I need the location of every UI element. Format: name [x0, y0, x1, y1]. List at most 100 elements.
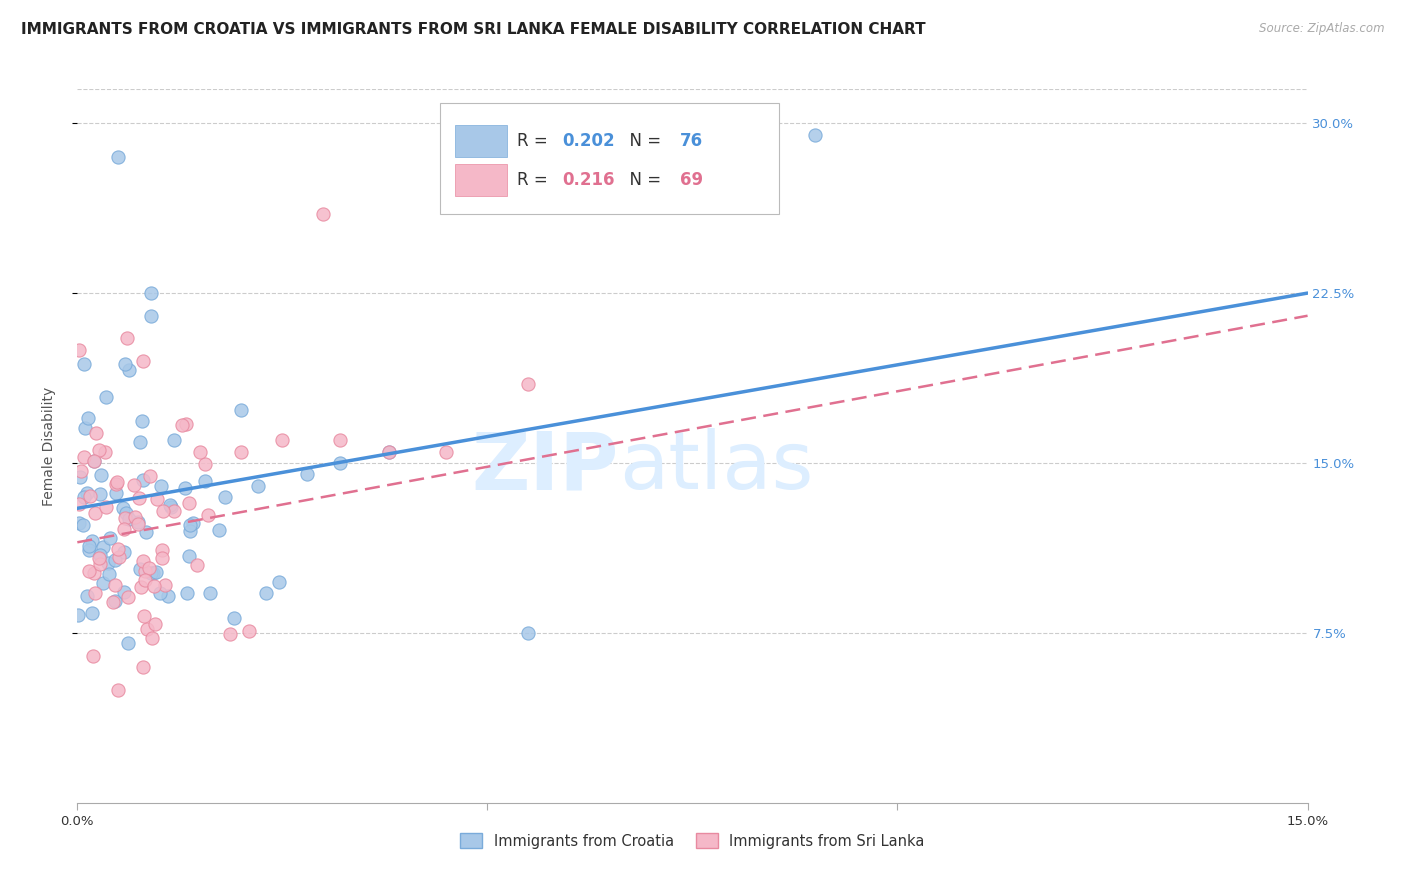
Point	[160, 500, 183, 515]
Point	[114, 506, 136, 520]
Point	[517, 626, 540, 640]
Point	[329, 456, 352, 470]
FancyBboxPatch shape	[440, 103, 779, 214]
Point	[177, 549, 200, 563]
Text: 0.216: 0.216	[562, 171, 614, 189]
Point	[79, 489, 101, 503]
Point	[599, 128, 621, 142]
Point	[115, 331, 138, 345]
Point	[77, 540, 100, 554]
Point	[312, 207, 335, 221]
Point	[72, 358, 94, 372]
Point	[83, 506, 105, 520]
Point	[83, 566, 105, 581]
Point	[179, 496, 201, 510]
Point	[104, 486, 127, 500]
Point	[111, 501, 134, 516]
Point	[517, 376, 540, 391]
Point	[179, 524, 201, 538]
Point	[149, 586, 172, 600]
Point	[142, 579, 165, 593]
Point	[329, 434, 352, 448]
Point	[194, 457, 217, 471]
Point	[77, 411, 100, 425]
Point	[134, 564, 156, 578]
Point	[105, 475, 128, 490]
Point	[153, 578, 176, 592]
Point	[117, 590, 139, 604]
Point	[128, 434, 150, 449]
Point	[132, 473, 155, 487]
Point	[117, 636, 139, 650]
Text: Source: ZipAtlas.com: Source: ZipAtlas.com	[1260, 22, 1385, 36]
Point	[91, 541, 114, 555]
Point	[150, 551, 173, 566]
FancyBboxPatch shape	[456, 125, 506, 157]
Point	[83, 454, 105, 468]
Point	[104, 578, 127, 592]
Point	[141, 631, 163, 645]
Point	[198, 586, 221, 600]
Point	[804, 128, 827, 142]
Point	[73, 450, 96, 465]
Point	[295, 467, 318, 482]
Point	[131, 414, 153, 428]
Legend: Immigrants from Croatia, Immigrants from Sri Lanka: Immigrants from Croatia, Immigrants from…	[453, 826, 932, 856]
Point	[176, 417, 198, 432]
Point	[101, 595, 124, 609]
Point	[129, 580, 152, 594]
Point	[84, 426, 107, 441]
Point	[76, 589, 98, 603]
Point	[142, 566, 165, 581]
Point	[129, 562, 152, 576]
Point	[132, 354, 155, 368]
Point	[208, 524, 231, 538]
Point	[143, 617, 166, 632]
Point	[84, 585, 107, 599]
Point	[197, 508, 219, 522]
Point	[117, 363, 139, 377]
Point	[156, 590, 179, 604]
Point	[246, 478, 269, 492]
Point	[107, 542, 129, 557]
Point	[176, 585, 198, 599]
Point	[141, 286, 163, 301]
Text: ZIP: ZIP	[471, 428, 619, 507]
Point	[114, 511, 136, 525]
Text: atlas: atlas	[619, 428, 813, 507]
Point	[91, 576, 114, 591]
Point	[72, 518, 94, 533]
Point	[69, 470, 91, 484]
Point	[89, 549, 111, 563]
FancyBboxPatch shape	[456, 164, 506, 196]
Point	[124, 509, 146, 524]
Point	[73, 490, 96, 504]
Point	[80, 607, 103, 621]
Point	[152, 504, 174, 518]
Point	[378, 444, 401, 458]
Point	[188, 444, 212, 458]
Point	[108, 549, 131, 564]
Point	[76, 486, 98, 500]
Point	[112, 544, 135, 558]
Point	[131, 554, 153, 568]
Point	[224, 611, 246, 625]
Point	[135, 525, 157, 540]
Point	[90, 468, 112, 483]
Text: 76: 76	[681, 132, 703, 150]
Text: R =: R =	[516, 171, 553, 189]
Point	[107, 682, 129, 697]
Point	[67, 516, 90, 530]
Point	[114, 357, 136, 371]
Point	[378, 444, 401, 458]
Point	[145, 566, 167, 580]
Point	[112, 522, 135, 536]
Point	[127, 516, 149, 531]
Point	[271, 434, 294, 448]
Point	[127, 515, 149, 529]
Point	[83, 454, 105, 468]
Point	[254, 586, 277, 600]
Point	[67, 497, 90, 511]
Point	[231, 444, 253, 458]
Point	[104, 594, 127, 608]
